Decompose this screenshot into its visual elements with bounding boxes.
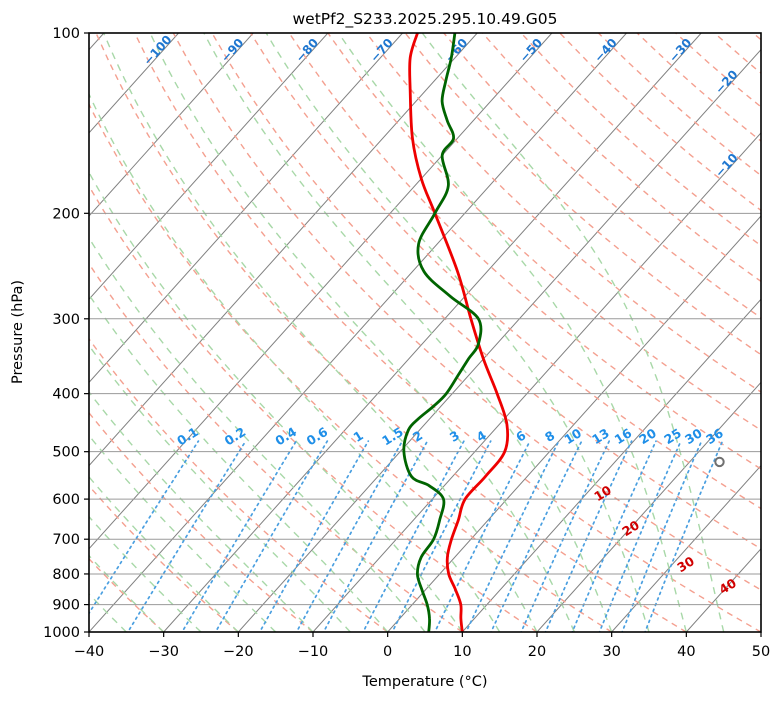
isotherm-line — [461, 298, 761, 632]
mixing-ratio-line — [490, 440, 583, 632]
x-tick-label: −30 — [148, 644, 179, 660]
isotherm-line — [163, 33, 702, 632]
temperature-profile — [408, 33, 510, 632]
mixing-ratio-line — [433, 440, 531, 632]
dry-adiabat-line — [211, 33, 761, 550]
x-tick-label: 20 — [528, 644, 546, 660]
y-tick-label: 200 — [52, 206, 80, 222]
plot-frame — [88, 32, 762, 633]
background-grid-lines — [89, 33, 761, 632]
y-tick-label: 500 — [52, 445, 80, 461]
y-tick-label: 1000 — [43, 625, 80, 641]
mixing-ratio-line — [214, 440, 329, 632]
isotherm-line — [536, 381, 761, 632]
mixing-ratio-line — [126, 440, 247, 632]
isotherm-line — [89, 33, 553, 550]
x-tick-label: −40 — [74, 644, 105, 660]
moist-adiabat-line — [89, 344, 351, 632]
mixing-ratio-line — [362, 440, 465, 632]
dry-adiabat-line — [89, 411, 314, 632]
isotherm-line — [89, 33, 627, 632]
mixing-ratio-line — [391, 440, 492, 632]
x-tick-label: 40 — [677, 644, 695, 660]
y-tick-label: 700 — [52, 532, 80, 548]
moist-adiabat-line — [89, 293, 389, 632]
mixing-ratio-line — [544, 440, 633, 632]
dry-adiabat-line — [250, 33, 761, 510]
y-tick-label: 300 — [52, 312, 80, 328]
isotherm-line — [237, 48, 761, 632]
x-tick-label: 10 — [453, 644, 471, 660]
isotherm-line — [89, 33, 254, 217]
parcel-marker — [714, 456, 725, 468]
mixing-ratio-line — [520, 440, 611, 632]
x-tick-label: 0 — [383, 644, 392, 660]
moist-adiabat-line — [89, 236, 426, 632]
mixing-ratio-line — [598, 440, 682, 632]
page-title: wetPf2_S233.2025.295.10.49.G05 — [293, 10, 558, 29]
mixing-ratio-line — [571, 440, 657, 632]
x-tick-label: 50 — [752, 644, 770, 660]
y-tick-label: 100 — [52, 26, 80, 42]
mixing-ratio-line — [89, 440, 200, 615]
mixing-ratio-line — [644, 440, 724, 632]
parcel-marker-dot[interactable] — [714, 456, 725, 468]
mixing-ratio-line — [258, 440, 370, 632]
dry-adiabat-line — [95, 33, 687, 632]
x-axis-label: Temperature (°C) — [361, 674, 487, 690]
isotherm-line — [89, 33, 403, 384]
y-tick-label: 800 — [52, 567, 80, 583]
y-tick-label: 900 — [52, 598, 80, 614]
moist-adiabat-line — [89, 171, 463, 632]
dry-adiabat-line — [89, 262, 463, 632]
mixing-ratio-line — [621, 440, 703, 632]
moist-adiabat-line — [103, 33, 538, 632]
mixing-ratio-line — [465, 440, 560, 632]
x-tick-label: −20 — [223, 644, 254, 660]
y-tick-label: 400 — [52, 387, 80, 403]
isotherm-line — [611, 464, 761, 632]
moist-adiabat-line — [265, 33, 650, 632]
dry-adiabat-line — [288, 33, 761, 470]
isotherm-line — [387, 215, 761, 632]
isotherm-line — [89, 33, 478, 467]
dewpoint-profile — [402, 33, 483, 632]
x-tick-label: 30 — [602, 644, 620, 660]
isotherm-line — [89, 33, 329, 300]
y-tick-label: 600 — [52, 492, 80, 508]
x-tick-label: −10 — [298, 644, 329, 660]
sounding-profiles — [402, 33, 510, 632]
mixing-ratio-line — [181, 440, 298, 632]
dry-adiabat-line — [89, 102, 613, 632]
moist-adiabat-line — [89, 92, 501, 632]
dry-adiabat-line — [89, 337, 389, 632]
y-axis-label: Pressure (hPa) — [10, 280, 26, 384]
moist-adiabat-line — [338, 33, 687, 632]
dry-adiabat-line — [89, 184, 538, 632]
